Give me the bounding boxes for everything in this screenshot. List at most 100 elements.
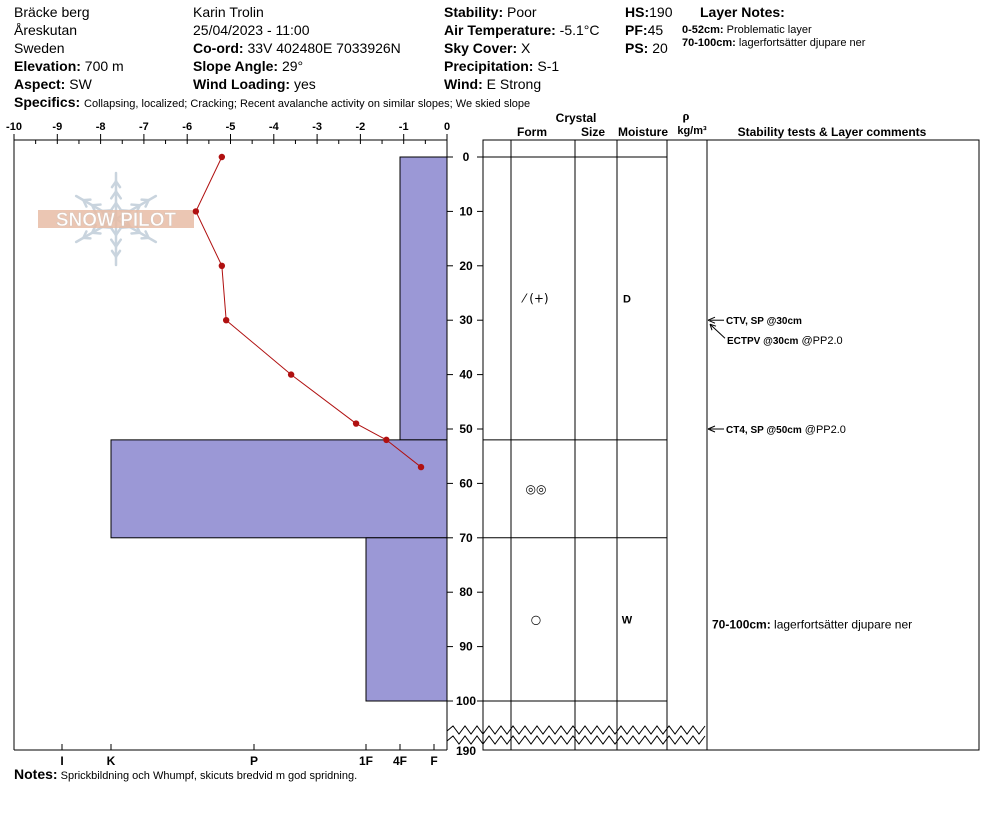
snowflake-branch [140, 198, 150, 202]
snowpilot-watermark: SNOW PILOT [38, 171, 194, 267]
depth-tick-label: 90 [459, 640, 473, 654]
temp-point [352, 420, 360, 427]
depth-tick-label: 80 [459, 585, 473, 599]
layer-lines [483, 156, 667, 702]
watermark-bar [38, 210, 194, 228]
temperature-axis: -10 -9 -8 -7 -6 -5 -4 -3 -2 -1 0 [6, 121, 450, 144]
crystal-rows: ⁄ (+) D ◎◎ ○ W [520, 291, 632, 626]
layer-comment: 70-100cm: lagerfortsätter djupare ner [712, 617, 912, 631]
hardness-tick-label: I [60, 754, 63, 768]
temp-tick-label: -9 [52, 121, 62, 133]
crystal-moisture: D [623, 293, 631, 305]
air-temp-value: -5.1°C [559, 22, 600, 38]
layer-note-1-text: Problematic layer [726, 24, 812, 36]
hardness-axis: I K P 1F 4F F [60, 744, 438, 768]
snowflake-branch [144, 230, 150, 240]
crystal-moisture: W [622, 614, 633, 626]
crystal-form: ⁄ (+) [520, 291, 548, 305]
sky-cover-value: X [521, 40, 531, 56]
hardness-tick-label: K [107, 754, 116, 768]
crystal-form: ○ [531, 612, 541, 626]
layer-note-2: 70-100cm: lagerfortsätter djupare ner [682, 37, 865, 50]
wind-loading-field: Wind Loading: yes [193, 76, 316, 93]
depth-break-marker [446, 725, 706, 745]
stability-arrowhead [707, 425, 716, 433]
temp-point [417, 463, 425, 471]
ps-value: 20 [652, 40, 668, 56]
hardness-tick-label: F [430, 754, 437, 768]
depth-tick-label: 10 [459, 204, 473, 218]
layer-note-2-text: lagerfortsätter djupare ner [738, 37, 866, 49]
temp-tick-label: -2 [356, 121, 366, 133]
density-symbol: ρ [683, 108, 690, 123]
layer-table: ⁄ (+) D ◎◎ ○ W CTV, SP @30cm ECTPV @30cm @PP2… [482, 139, 980, 751]
hs-value: 190 [649, 4, 673, 20]
snowflake-branch [114, 238, 122, 248]
coord-field: Co-ord: 33V 402480E 7033926N [193, 40, 401, 57]
depth-tick-label: 0 [463, 150, 470, 164]
depth-tick-label: 100 [456, 694, 476, 708]
layer-notes-heading: Layer Notes: [700, 4, 785, 20]
depth-bottom-label: 190 [456, 744, 476, 758]
temp-tick-label: -1 [399, 121, 409, 133]
break-zigzag [446, 735, 706, 745]
snowflake-branch [110, 180, 118, 189]
stability-field: Stability: Poor [444, 4, 537, 21]
form-header: Form [517, 125, 547, 139]
slope-label: Slope Angle: [193, 58, 279, 74]
snowflake-branch [114, 225, 123, 237]
snowflake-branch [82, 198, 88, 208]
temp-point [218, 153, 226, 161]
hardness-bar [399, 156, 448, 441]
observation-datetime: 25/04/2023 - 11:00 [193, 22, 310, 38]
pf-value: 45 [647, 22, 664, 38]
precip-value: S-1 [537, 58, 560, 74]
depth-tick-label: 40 [459, 368, 473, 382]
depth-tick-label: 60 [459, 476, 473, 490]
observer-name: Karin Trolin [193, 4, 264, 20]
wind-loading-value: yes [293, 76, 316, 92]
temp-point [218, 262, 226, 269]
break-zigzag [446, 725, 706, 735]
temp-point [383, 436, 390, 444]
temp-tick-label: -7 [139, 121, 149, 133]
air-temp-label: Air Temperature: [444, 22, 556, 38]
size-header: Size [581, 125, 605, 139]
wind-value: E Strong [486, 76, 542, 92]
snowflake-branch [114, 190, 122, 200]
coord-value: 33V 402480E 7033926N [247, 40, 401, 56]
air-temp-field: Air Temperature: -5.1°C [444, 22, 600, 39]
ps-field: PS: 20 [625, 40, 668, 57]
hardness-bar [365, 537, 448, 702]
hardness-tick-label: 1F [359, 754, 373, 768]
coord-label: Co-ord: [193, 40, 244, 56]
temp-point [192, 208, 200, 215]
slope-field: Slope Angle: 29° [193, 58, 303, 75]
slope-value: 29° [281, 58, 304, 74]
hardness-tick-label: P [250, 754, 258, 768]
watermark-text: SNOW PILOT [56, 210, 177, 231]
stability-test-label: CTV, SP @30cm [726, 316, 802, 327]
pf-field: PF:45 [625, 22, 663, 39]
temperature-hardness-chart: -10 -9 -8 -7 -6 -5 -4 -3 -2 -1 0 I K P 1F 4F F [6, 121, 450, 768]
snowflake-branch [90, 231, 102, 235]
temp-tick-label: -3 [312, 121, 322, 133]
temp-point [287, 371, 295, 378]
stability-arrowhead [707, 316, 716, 324]
crystal-header: Crystal [556, 111, 597, 125]
specifics-field: Specifics: Collapsing, localized; Cracki… [14, 94, 530, 113]
stability-label: Stability: [444, 4, 504, 20]
moisture-header: Moisture [618, 125, 668, 139]
aspect-label: Aspect: [14, 76, 66, 92]
wind-label: Wind: [444, 76, 483, 92]
hs-label: HS: [625, 4, 650, 20]
sky-cover-label: Sky Cover: [444, 40, 518, 56]
layer-note-2-range: 70-100cm: [682, 37, 736, 49]
notes-field: Notes: Sprickbildning och Whumpf, skicut… [14, 766, 357, 782]
notes-text: Sprickbildning och Whumpf, skicuts bredv… [60, 770, 358, 782]
temp-profile-line [195, 156, 422, 468]
snowflake-branch [130, 203, 142, 207]
hardness-bars [110, 156, 448, 702]
snowflake-branch [90, 203, 102, 207]
